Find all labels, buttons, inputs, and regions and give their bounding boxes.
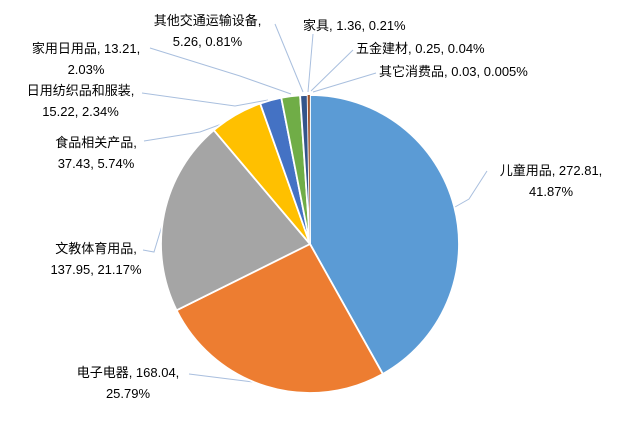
slice-label-line1: 五金建材, 0.25, 0.04% xyxy=(356,41,485,56)
slice-label-0: 儿童用品, 272.81, 41.87% xyxy=(486,160,616,202)
slice-label-8: 五金建材, 0.25, 0.04% xyxy=(356,38,526,59)
pie-slice-2 xyxy=(160,129,311,312)
slice-label-line1: 其它消费品, 0.03, 0.005% xyxy=(379,64,528,79)
pie-slice-7 xyxy=(307,95,310,244)
leader-line-9 xyxy=(312,72,377,93)
slice-label-3: 食品相关产品, 37.43, 5.74% xyxy=(35,132,157,174)
leader-line-3 xyxy=(143,121,228,142)
slice-label-line1: 其他交通运输设备, xyxy=(153,13,262,28)
pie-slice-0 xyxy=(309,94,460,375)
leader-line-0 xyxy=(454,170,488,208)
slice-label-line1: 儿童用品, 272.81, xyxy=(499,163,603,178)
slice-label-line2: 15.22, 2.34% xyxy=(42,104,119,119)
slice-label-line1: 日用纺织品和服装, xyxy=(26,83,135,98)
pie-slice-1 xyxy=(175,243,384,394)
slice-label-7: 家具, 1.36, 0.21% xyxy=(303,15,473,36)
slice-label-4: 日用纺织品和服装, 15.22, 2.34% xyxy=(8,80,153,122)
leader-line-5 xyxy=(149,47,292,95)
slice-label-5: 家用日用品, 13.21, 2.03% xyxy=(16,38,156,80)
leader-line-2 xyxy=(142,218,165,253)
leader-line-8 xyxy=(310,49,354,92)
slice-label-line1: 食品相关产品, xyxy=(55,135,137,150)
leader-line-6 xyxy=(274,23,304,93)
slice-label-line2: 25.79% xyxy=(105,386,151,401)
pie-slice-6 xyxy=(299,94,311,245)
slice-label-1: 电子电器, 168.04, 25.79% xyxy=(63,362,193,404)
slice-label-line2: 137.95, 21.17% xyxy=(50,262,142,277)
slice-label-6: 其他交通运输设备, 5.26, 0.81% xyxy=(140,10,275,52)
slice-label-9: 其它消费品, 0.03, 0.005% xyxy=(379,61,559,82)
slice-label-line1: 家用日用品, 13.21, xyxy=(31,41,141,56)
slice-label-2: 文教体育用品, 137.95, 21.17% xyxy=(35,238,157,280)
slice-label-line2: 2.03% xyxy=(67,62,105,77)
slice-label-line1: 电子电器, 168.04, xyxy=(76,365,180,380)
leader-line-4 xyxy=(141,92,269,107)
slice-label-line2: 5.26, 0.81% xyxy=(172,34,243,49)
slice-label-line1: 家具, 1.36, 0.21% xyxy=(303,18,406,33)
slice-label-line2: 37.43, 5.74% xyxy=(57,156,135,171)
leader-line-7 xyxy=(307,33,314,93)
slice-label-line1: 文教体育用品, xyxy=(55,241,137,256)
slice-label-line2: 41.87% xyxy=(528,184,574,199)
